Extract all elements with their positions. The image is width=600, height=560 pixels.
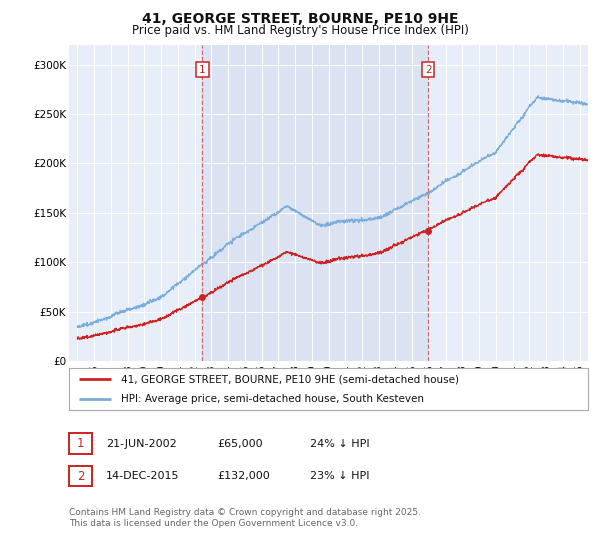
Text: £132,000: £132,000 — [217, 471, 270, 481]
Text: 23% ↓ HPI: 23% ↓ HPI — [310, 471, 370, 481]
Text: 21-JUN-2002: 21-JUN-2002 — [106, 438, 177, 449]
Text: £65,000: £65,000 — [217, 438, 263, 449]
Text: 1: 1 — [77, 437, 84, 450]
Text: Price paid vs. HM Land Registry's House Price Index (HPI): Price paid vs. HM Land Registry's House … — [131, 24, 469, 37]
Text: 2: 2 — [77, 469, 84, 483]
Text: HPI: Average price, semi-detached house, South Kesteven: HPI: Average price, semi-detached house,… — [121, 394, 424, 404]
Text: 14-DEC-2015: 14-DEC-2015 — [106, 471, 180, 481]
Text: 2: 2 — [425, 64, 431, 74]
Text: 41, GEORGE STREET, BOURNE, PE10 9HE: 41, GEORGE STREET, BOURNE, PE10 9HE — [142, 12, 458, 26]
Text: 1: 1 — [199, 64, 206, 74]
Text: 41, GEORGE STREET, BOURNE, PE10 9HE (semi-detached house): 41, GEORGE STREET, BOURNE, PE10 9HE (sem… — [121, 374, 459, 384]
Text: 24% ↓ HPI: 24% ↓ HPI — [310, 438, 370, 449]
Bar — [202, 45, 428, 361]
Text: Contains HM Land Registry data © Crown copyright and database right 2025.
This d: Contains HM Land Registry data © Crown c… — [69, 508, 421, 528]
